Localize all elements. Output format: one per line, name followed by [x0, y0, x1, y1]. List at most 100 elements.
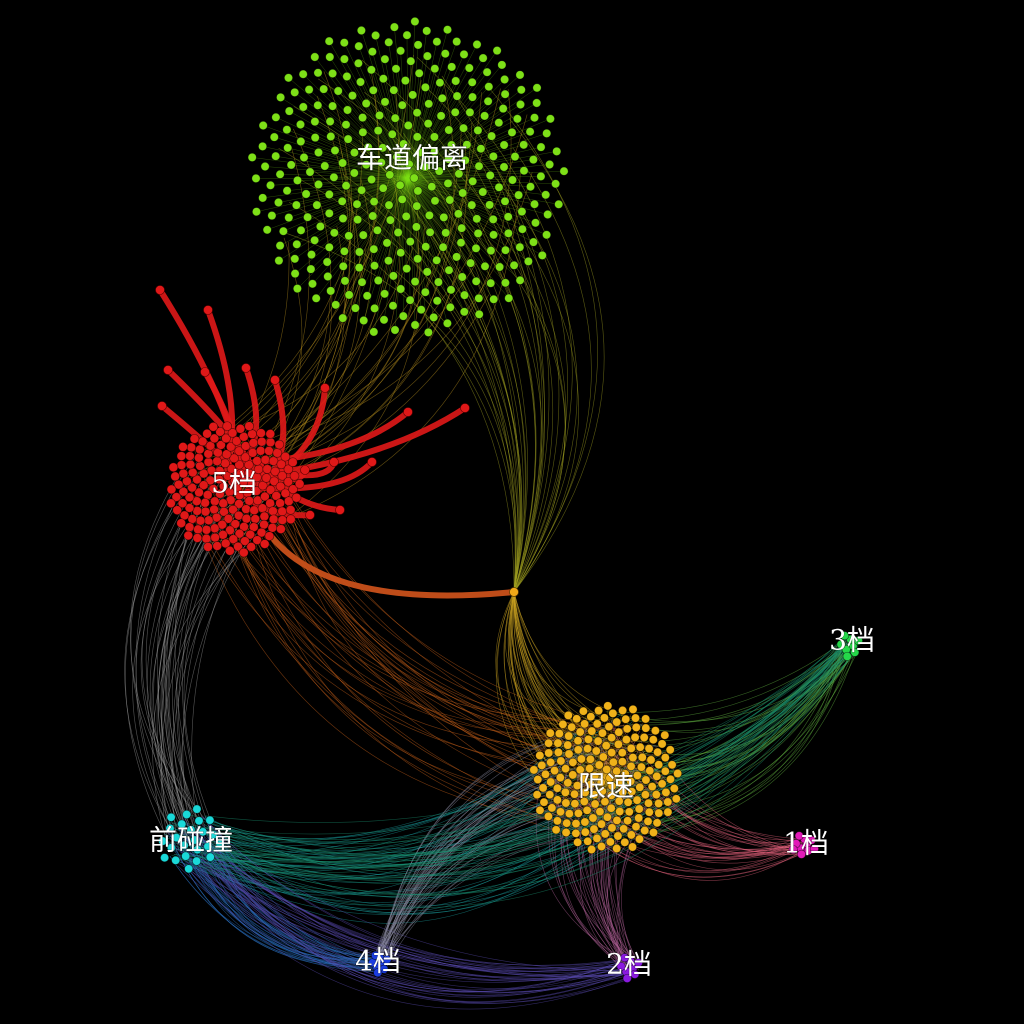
node-gear5 [264, 531, 275, 541]
node-gear5 [198, 480, 209, 491]
node-gear5 [228, 504, 238, 515]
outlier-node [157, 401, 167, 411]
node-gear5 [269, 476, 280, 487]
node-lane [500, 74, 510, 85]
node-speed [571, 819, 581, 829]
node-lane [358, 230, 368, 240]
spoke-lane [407, 177, 437, 261]
node-lane [341, 181, 351, 191]
outlier-node [241, 363, 251, 373]
spoke-lane [407, 177, 506, 202]
node-lane [350, 303, 360, 313]
node-lane [267, 211, 277, 221]
node-speed [558, 719, 568, 729]
node-lane [442, 25, 453, 35]
node-speed [563, 778, 573, 788]
node-gear3 [842, 651, 852, 661]
node-lane [412, 132, 422, 142]
node-lane [537, 250, 547, 260]
node-lane [541, 190, 551, 200]
spoke-lane [407, 53, 446, 179]
node-speed [552, 816, 562, 826]
node-gear5 [260, 491, 270, 502]
edge-line [164, 651, 851, 882]
node-gear5 [195, 461, 205, 471]
node-front [158, 836, 168, 846]
node-speed [667, 760, 677, 770]
edge-line [610, 795, 805, 859]
node-speed [563, 710, 573, 720]
node-lane [396, 284, 406, 294]
node-speed [639, 732, 649, 743]
edge-line [135, 455, 201, 858]
edge-line [403, 133, 521, 593]
node-speed [568, 770, 578, 780]
edge-line [124, 469, 202, 863]
node-gear5 [178, 486, 189, 497]
node-gear5 [230, 519, 241, 529]
node-lane [369, 261, 380, 271]
edge-line [272, 152, 420, 530]
edge-line [205, 650, 858, 878]
node-speed [665, 745, 675, 755]
node-lane [388, 301, 398, 311]
node-speed [604, 722, 614, 732]
spoke-lane [407, 152, 421, 179]
outlier-node [200, 367, 210, 377]
edge-line [177, 839, 384, 957]
node-gear3 [840, 631, 850, 641]
spoke-lane [314, 177, 409, 241]
node-speed [597, 786, 607, 796]
edge-line [172, 643, 850, 871]
edge-line [428, 229, 522, 593]
spoke-lane [407, 170, 525, 179]
edge-line [201, 838, 627, 978]
node-speed [608, 757, 618, 767]
node-lane [339, 246, 349, 256]
edge-line [135, 484, 198, 841]
edge-line [184, 483, 565, 743]
edge-line [221, 492, 561, 799]
node-lane [324, 189, 334, 200]
node-speed [614, 796, 624, 806]
node-lane [338, 261, 348, 271]
spoke-speed [578, 749, 607, 779]
node-gear5 [226, 463, 237, 474]
node-gear5 [200, 506, 211, 517]
node-lane [393, 227, 403, 238]
node-lane [326, 286, 336, 296]
node-lane [528, 237, 539, 247]
spoke-lane [407, 177, 446, 233]
spoke-lane [407, 177, 418, 259]
node-speed [588, 813, 598, 823]
node-speed [663, 797, 673, 807]
edge-line [508, 231, 567, 593]
node-gear1 [809, 844, 819, 854]
node-gear5 [215, 488, 225, 499]
node-speed [636, 762, 646, 772]
node-lane [339, 38, 349, 48]
spoke-lane [400, 50, 409, 179]
node-lane [517, 224, 527, 234]
node-lane [517, 207, 527, 217]
node-lane [402, 30, 412, 40]
spoke-lane [330, 177, 409, 292]
edge-line [179, 847, 634, 992]
node-lane [378, 74, 388, 84]
node-speed [546, 777, 556, 787]
edge-line [242, 531, 576, 747]
node-speed [603, 701, 613, 711]
node-lane [503, 212, 513, 222]
node-speed [539, 797, 549, 807]
node-lane [385, 170, 395, 180]
node-gear5 [277, 515, 288, 525]
node-lane [492, 46, 502, 56]
spoke-lane [318, 177, 409, 185]
node-lane [424, 99, 434, 109]
node-gear5 [255, 445, 266, 456]
spoke-lane [393, 177, 409, 276]
node-speed [623, 816, 633, 826]
node-lane [355, 77, 366, 87]
node-gear5 [280, 451, 291, 462]
